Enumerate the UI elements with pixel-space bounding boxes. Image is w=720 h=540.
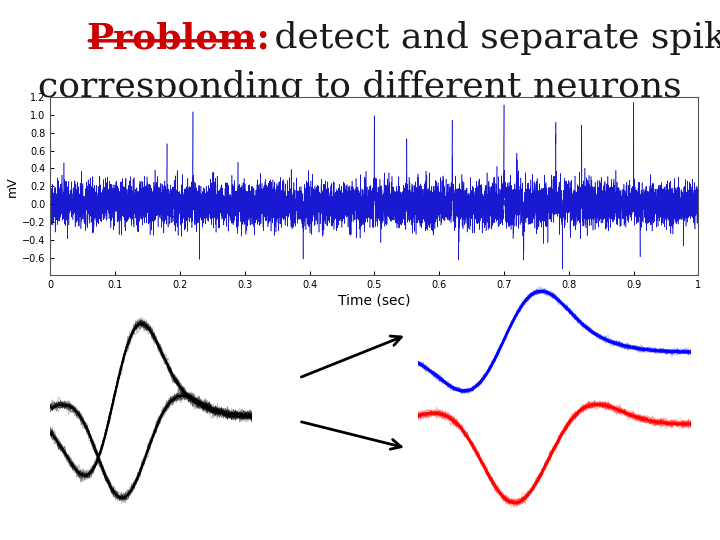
Text: Problem:: Problem: xyxy=(86,22,270,56)
Y-axis label: mV: mV xyxy=(6,176,19,197)
X-axis label: Time (sec): Time (sec) xyxy=(338,293,410,307)
Text: corresponding to different neurons: corresponding to different neurons xyxy=(38,70,682,104)
Text: detect and separate spikes: detect and separate spikes xyxy=(263,22,720,56)
